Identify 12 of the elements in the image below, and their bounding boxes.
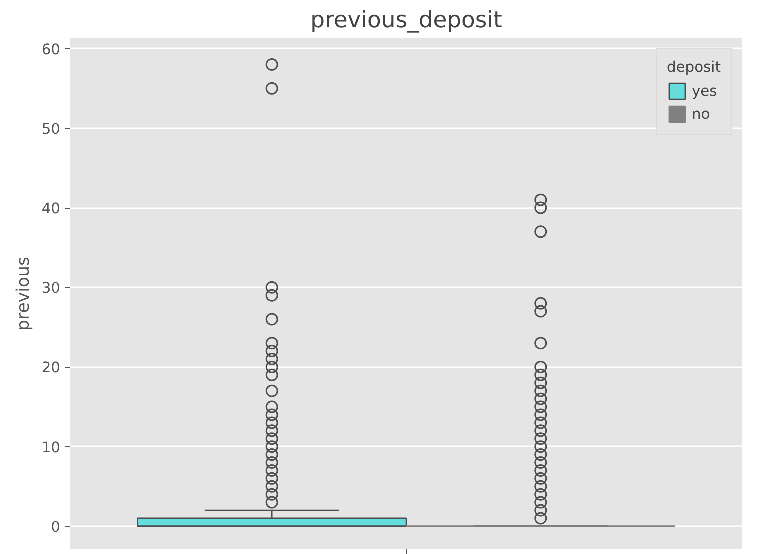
y-tick-label: 30 xyxy=(42,280,61,298)
y-tick-label: 50 xyxy=(42,120,61,138)
legend-label: no xyxy=(692,106,712,122)
y-axis-title: previous xyxy=(14,256,34,332)
chart-title: previous_deposit xyxy=(310,8,502,34)
y-tick-label: 60 xyxy=(42,41,61,58)
legend-label: yes xyxy=(692,82,718,100)
y-tick-label: 10 xyxy=(42,439,61,456)
y-tick-label: 20 xyxy=(42,360,61,377)
y-tick-label: 40 xyxy=(42,200,61,218)
legend-title: deposit xyxy=(666,59,721,76)
y-tick-label: 0 xyxy=(51,518,61,536)
